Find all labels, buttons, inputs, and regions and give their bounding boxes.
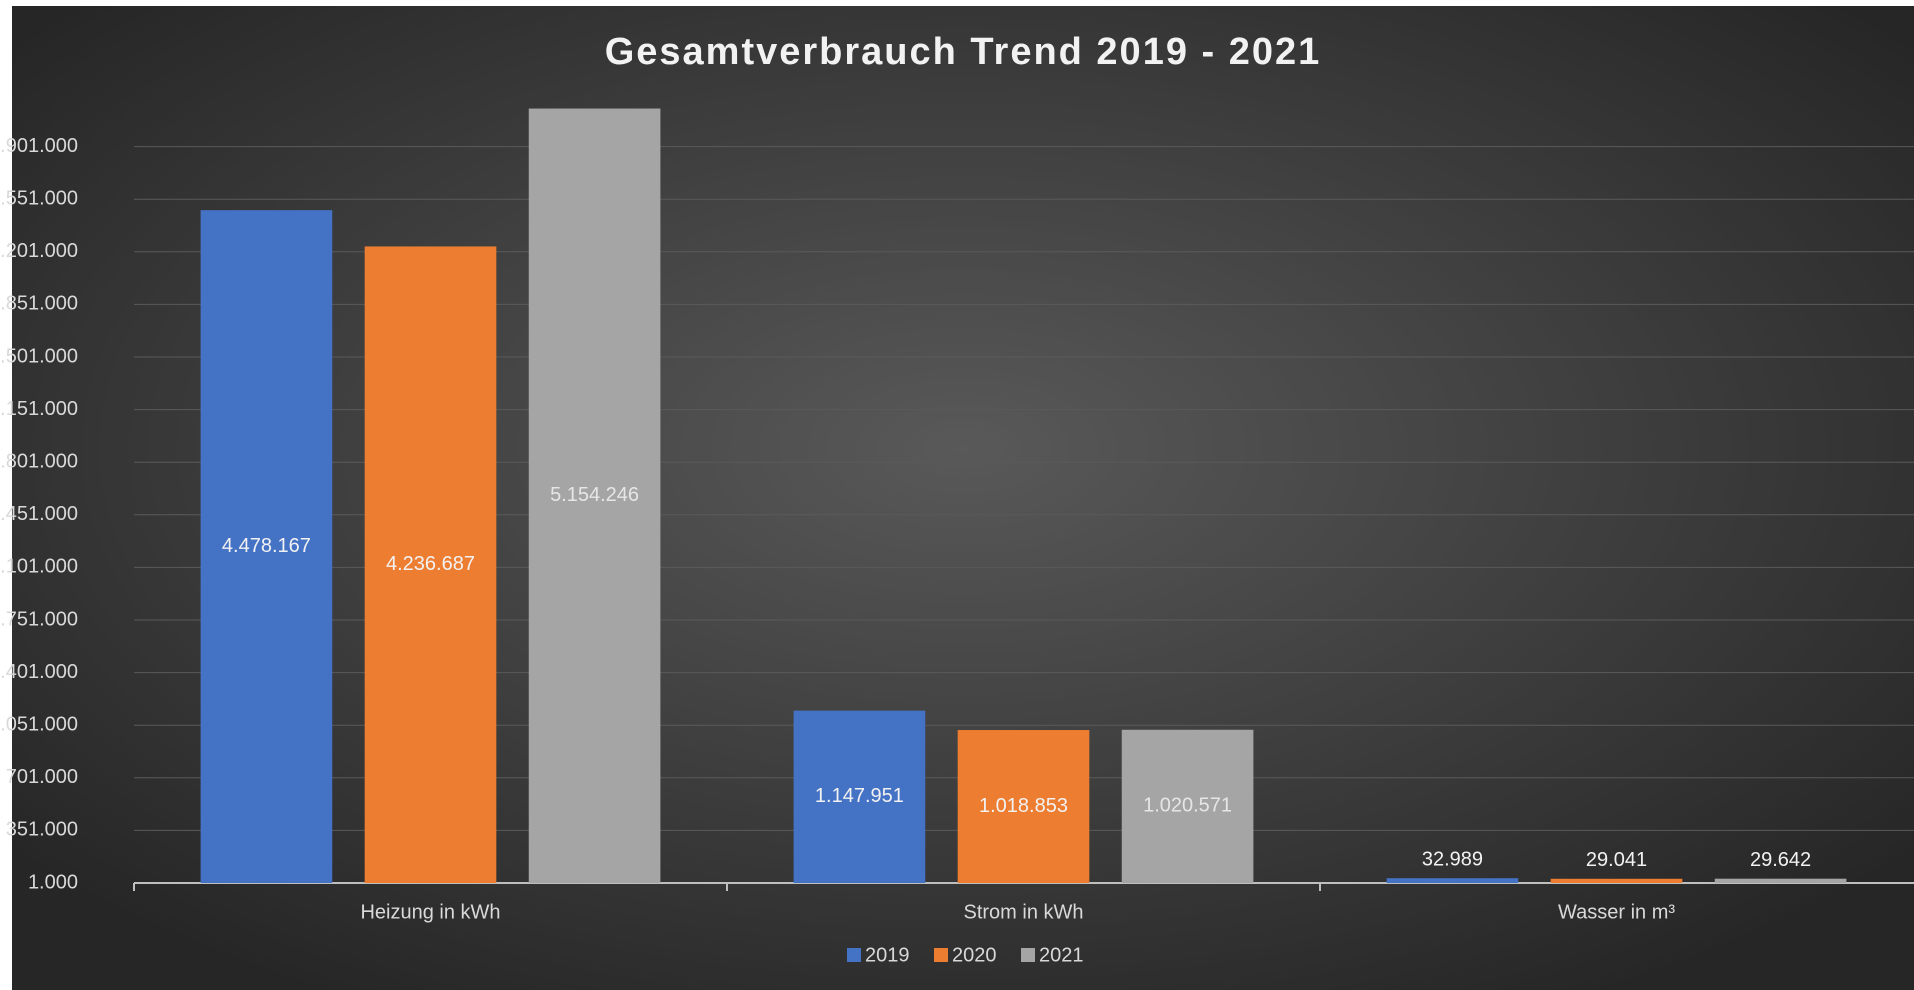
- y-tick-label: 351.000: [6, 819, 78, 841]
- bar: [528, 108, 661, 883]
- data-label: 29.041: [1586, 849, 1647, 871]
- y-tick-label: 3.151.000: [0, 398, 78, 420]
- bar: [200, 210, 333, 883]
- legend-swatch: [1021, 948, 1035, 962]
- y-tick-label: 4.901.000: [0, 135, 78, 157]
- bar: [1386, 878, 1519, 883]
- data-label: 4.478.167: [222, 535, 311, 557]
- bar: [1550, 878, 1683, 883]
- bar: [957, 730, 1090, 883]
- x-tick-label: Wasser in m³: [1558, 901, 1675, 923]
- y-tick-label: 4.551.000: [0, 187, 78, 209]
- y-tick-label: 3.851.000: [0, 293, 78, 315]
- y-tick-label: 4.201.000: [0, 240, 78, 262]
- y-tick-label: 1.751.000: [0, 608, 78, 630]
- x-tick-label: Heizung in kWh: [360, 901, 500, 923]
- data-label: 1.147.951: [815, 785, 904, 807]
- data-label: 29.642: [1750, 849, 1811, 871]
- legend-swatch: [934, 948, 948, 962]
- bar: [1121, 729, 1254, 883]
- y-tick-label: 3.501.000: [0, 345, 78, 367]
- bar: [1714, 878, 1847, 883]
- data-label: 1.018.853: [979, 795, 1068, 817]
- data-label: 1.020.571: [1143, 795, 1232, 817]
- y-tick-label: 2.801.000: [0, 450, 78, 472]
- data-label: 4.236.687: [386, 553, 475, 575]
- x-tick-label: Strom in kWh: [963, 901, 1083, 923]
- chart-title: Gesamtverbrauch Trend 2019 - 2021: [605, 31, 1322, 73]
- legend-label: 2019: [865, 944, 910, 966]
- legend-swatch: [847, 948, 861, 962]
- y-tick-label: 701.000: [6, 766, 78, 788]
- y-tick-label: 2.451.000: [0, 503, 78, 525]
- y-tick-label: 1.401.000: [0, 661, 78, 683]
- legend-label: 2020: [952, 944, 997, 966]
- y-tick-label: 1.000: [28, 871, 78, 893]
- bar: [793, 710, 926, 883]
- bar: [364, 246, 497, 883]
- legend-label: 2021: [1039, 944, 1084, 966]
- y-tick-label: 2.101.000: [0, 556, 78, 578]
- data-label: 32.989: [1422, 848, 1483, 870]
- data-label: 5.154.246: [550, 484, 639, 506]
- y-tick-label: 1.051.000: [0, 713, 78, 735]
